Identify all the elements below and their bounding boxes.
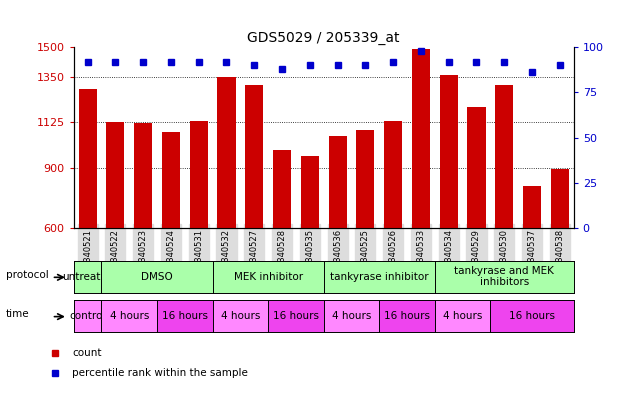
Text: protocol: protocol [6, 270, 49, 280]
Bar [246, 85, 263, 228]
Bar [190, 121, 208, 228]
Bar [162, 132, 180, 228]
Text: DMSO: DMSO [141, 272, 173, 282]
Bar [273, 150, 291, 228]
Bar [217, 77, 235, 228]
Text: tankyrase inhibitor: tankyrase inhibitor [330, 272, 429, 282]
Bar [79, 89, 97, 228]
Text: count: count [72, 348, 102, 358]
Bar [356, 130, 374, 228]
Bar [440, 75, 458, 228]
Bar [467, 107, 485, 228]
Bar [523, 186, 541, 228]
Text: 16 hours: 16 hours [162, 311, 208, 321]
Text: time: time [6, 309, 29, 320]
Bar [301, 156, 319, 228]
Bar [384, 121, 402, 228]
Text: 16 hours: 16 hours [273, 311, 319, 321]
Text: 4 hours: 4 hours [221, 311, 260, 321]
Bar [134, 123, 152, 228]
Bar [551, 169, 569, 228]
Bar [412, 49, 430, 228]
Text: 16 hours: 16 hours [509, 311, 555, 321]
Bar [329, 136, 347, 228]
Text: 4 hours: 4 hours [110, 311, 149, 321]
Text: 4 hours: 4 hours [332, 311, 371, 321]
Text: control: control [69, 311, 106, 321]
Text: 4 hours: 4 hours [443, 311, 482, 321]
Bar [495, 85, 513, 228]
Text: 16 hours: 16 hours [384, 311, 430, 321]
Text: tankyrase and MEK
inhibitors: tankyrase and MEK inhibitors [454, 266, 554, 287]
Text: untreated: untreated [62, 272, 113, 282]
Text: percentile rank within the sample: percentile rank within the sample [72, 367, 248, 378]
Text: MEK inhibitor: MEK inhibitor [233, 272, 303, 282]
Title: GDS5029 / 205339_at: GDS5029 / 205339_at [247, 31, 400, 45]
Bar [106, 123, 124, 228]
